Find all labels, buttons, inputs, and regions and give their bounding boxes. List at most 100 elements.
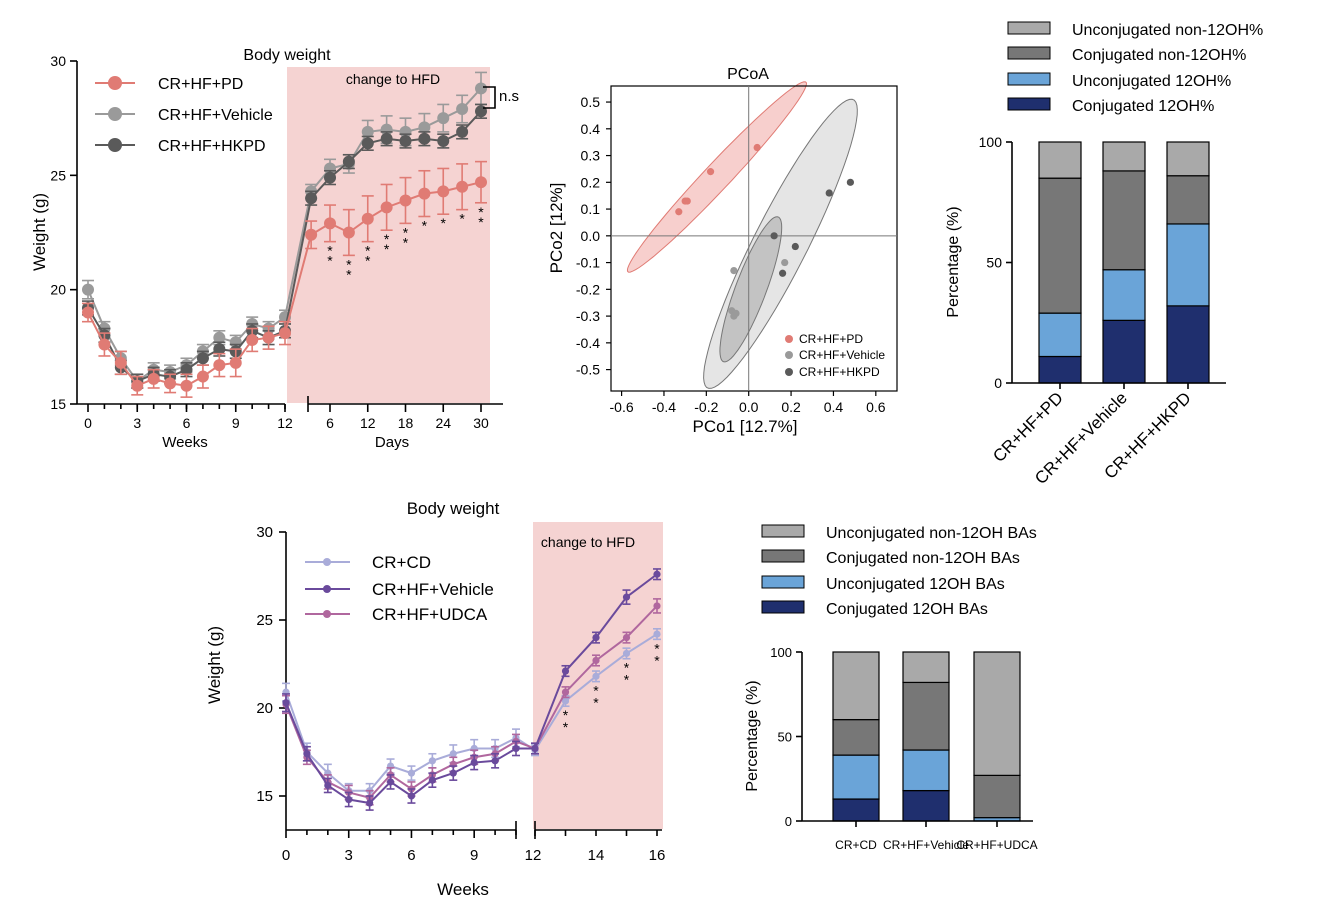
sig-star-udca: * (624, 660, 630, 676)
data-point (561, 667, 570, 675)
data-point (98, 338, 111, 351)
bar-segment (973, 651, 1021, 776)
sig-star-cd: * (624, 672, 630, 688)
legend-swatch (1007, 21, 1051, 35)
sig-star-vehicle: * (365, 243, 371, 259)
x-axis-label: Weeks (437, 880, 489, 899)
data-point (324, 217, 336, 230)
sig-star-vehicle: * (403, 224, 409, 240)
legend-marker (323, 610, 331, 618)
data-point (437, 135, 450, 148)
x-category-label: CR+CD (835, 838, 877, 852)
y-tick-label: 0.2 (581, 174, 601, 190)
data-point (386, 778, 395, 786)
data-point (147, 372, 160, 385)
sig-star-hkpd: * (384, 241, 390, 257)
legend-label: Conjugated 12OH BAs (826, 601, 988, 618)
data-point (164, 377, 177, 390)
sig-star-hkpd: * (327, 253, 333, 269)
y-axis-label: Percentage (%) (945, 206, 962, 317)
x-axis-label-weeks: Weeks (162, 434, 208, 451)
significance-stars: ** ********* * * ** (327, 204, 484, 283)
bar-segment (902, 789, 950, 822)
data-point (407, 792, 416, 800)
legend-marker (323, 558, 331, 566)
legend-marker (785, 335, 793, 343)
x-tick-label: 3 (133, 415, 141, 431)
legend-marker (785, 351, 793, 359)
y-axis-label: Weight (g) (30, 193, 49, 271)
legend-label: Conjugated non-12OH BAs (826, 550, 1020, 567)
sig-star-vehicle: * (327, 243, 333, 259)
data-point (342, 226, 355, 239)
plot-border (610, 85, 898, 392)
bar-segment (902, 651, 950, 684)
legend: CR+HF+PD CR+HF+Vehicle CR+HF+HKPD (95, 76, 273, 155)
x-tick-label: 14 (588, 847, 605, 864)
y-tick-label: 0.4 (581, 121, 601, 137)
y-tick-label: 100 (979, 134, 1003, 150)
data-point (531, 744, 539, 753)
legend-label: CR+HF+Vehicle (799, 348, 885, 362)
sig-star-vehicle: * (441, 215, 447, 231)
y-tick-label: 25 (50, 167, 66, 183)
legend-swatch (761, 524, 805, 538)
y-axis: 15 20 25 30 (50, 53, 78, 412)
legend-item-vehicle: CR+HF+Vehicle (305, 580, 494, 599)
data-point (475, 82, 487, 95)
legend-item-pd: CR+HF+PD (95, 76, 243, 93)
x-tick-label: 12 (277, 415, 293, 431)
data-point (592, 656, 600, 665)
x-tick-label: 0.0 (739, 399, 759, 415)
sig-star-vehicle: * (478, 204, 484, 220)
legend-item-pd: CR+HF+PD (785, 332, 863, 346)
legend-label: CR+HF+UDCA (372, 605, 488, 624)
point-CR+HF+HKPD (825, 189, 833, 197)
x-tick-label: 0.6 (866, 399, 886, 415)
x-axis-label-days: Days (375, 434, 409, 451)
data-point (305, 192, 318, 205)
legend-item-conj-12: Conjugated 12OH% (1007, 97, 1214, 115)
legend-label: Conjugated 12OH% (1072, 98, 1214, 115)
sig-star-hkpd: * (478, 214, 484, 230)
bar-segment (832, 754, 880, 800)
data-point (561, 697, 570, 705)
legend-item-unconj-non12: Unconjugated non-12OH% (1007, 21, 1263, 39)
bar-segment (832, 651, 880, 721)
y-axis: 15 20 25 30 (256, 524, 287, 830)
legend-label: Unconjugated non-12OH BAs (826, 525, 1037, 542)
x-tick-label: -0.2 (694, 399, 718, 415)
y-tick-label: 100 (770, 645, 792, 660)
bar-segment (1038, 177, 1082, 314)
data-point (456, 103, 469, 116)
data-point (380, 132, 393, 145)
point-CR+HF+HKPD (846, 178, 854, 186)
series-CR+HF+Vehicle (282, 568, 661, 811)
x-tick-label: 0 (282, 847, 290, 864)
data-point (456, 125, 469, 138)
hfd-annotation: change to HFD (346, 71, 440, 87)
group-ellipses (626, 81, 858, 389)
legend-item-unconj-12: Unconjugated 12OH% (1007, 72, 1231, 90)
x-tick-label: 24 (435, 415, 451, 431)
plot-frame: -0.6 -0.4 -0.2 0.0 0.2 0.4 0.6 0.5 0.4 0.3 0.2 0.1 0… (576, 85, 898, 415)
y-tick-label: 0.0 (581, 228, 601, 244)
point-CR+HF+PD (675, 208, 683, 216)
legend-label: CR+HF+Vehicle (372, 580, 494, 599)
data-point (196, 352, 209, 365)
data-point (131, 379, 144, 392)
point-CR+HF+PD (753, 143, 761, 152)
point-CR+HF+PD (683, 197, 691, 205)
chart-title: PCoA (727, 66, 769, 83)
data-point (653, 602, 661, 610)
legend-label: CR+HF+HKPD (799, 365, 880, 379)
x-tick-label: -0.6 (610, 399, 634, 415)
legend-label: CR+HF+HKPD (158, 138, 266, 155)
legend-swatch (761, 575, 805, 589)
y-tick-label: 20 (256, 700, 273, 717)
chart-title: Body weight (407, 499, 500, 518)
bile-acid-top-panel: Unconjugated non-12OH% Conjugated non-12… (945, 21, 1263, 488)
bar-segment (1102, 269, 1146, 321)
data-point (279, 327, 291, 340)
